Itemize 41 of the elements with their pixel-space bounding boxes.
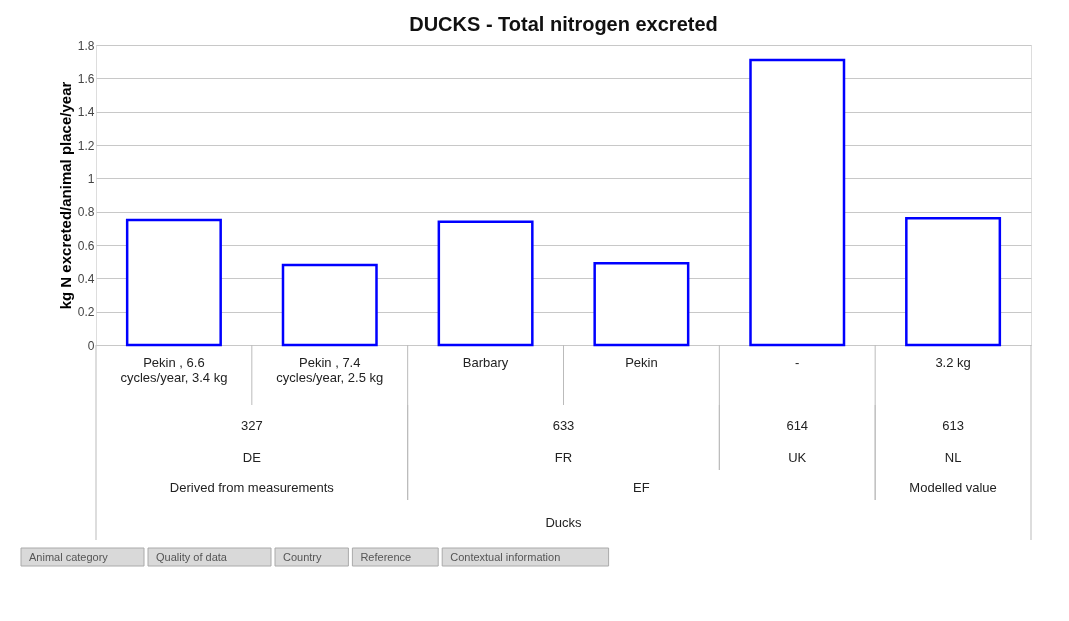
text: NL bbox=[944, 450, 962, 465]
chart-title: DUCKS - Total nitrogen excreted bbox=[409, 13, 718, 35]
text: 614 bbox=[786, 417, 809, 433]
bar bbox=[593, 262, 690, 347]
text: Contextual information bbox=[450, 551, 561, 563]
text: Ducks bbox=[545, 515, 583, 530]
text: 633 bbox=[552, 417, 575, 433]
y-tick-label: 1 bbox=[87, 171, 95, 186]
y-tick-label: 1.8 bbox=[77, 38, 95, 53]
text: 327 bbox=[240, 417, 263, 433]
x-tick-label: 3.2 kg bbox=[935, 355, 971, 370]
bar bbox=[125, 218, 222, 347]
text: Reference bbox=[360, 551, 412, 563]
bar bbox=[905, 217, 1002, 347]
y-tick-label: 0.8 bbox=[77, 205, 95, 220]
y-tick-label: 1.6 bbox=[77, 71, 95, 86]
text: Animal category bbox=[29, 551, 109, 563]
bar bbox=[281, 263, 378, 347]
x-tick-label: Pekin bbox=[625, 355, 658, 370]
y-tick-label: 1.4 bbox=[77, 105, 95, 120]
y-tick-label: 0.4 bbox=[77, 271, 95, 286]
bar bbox=[437, 220, 534, 347]
x-tick-label: - bbox=[795, 355, 800, 370]
text: EF bbox=[633, 480, 650, 495]
text: Quality of data bbox=[156, 551, 228, 563]
x-tick-label: Pekin , 6.6 cycles/year, 3.4 kg bbox=[120, 355, 228, 385]
text: Modelled value bbox=[909, 480, 997, 495]
text: UK bbox=[788, 450, 807, 465]
x-tick-label: Pekin , 7.4 cycles/year, 2.5 kg bbox=[276, 355, 384, 385]
text: FR bbox=[554, 450, 573, 465]
text: Derived from measurements bbox=[169, 480, 335, 495]
text: DE bbox=[242, 450, 262, 465]
y-tick-label: 1.2 bbox=[77, 138, 95, 153]
y-tick-label: 0.6 bbox=[77, 238, 95, 253]
x-tick-label: Barbary bbox=[462, 355, 509, 370]
y-tick-label: 0.2 bbox=[77, 305, 95, 320]
text: Country bbox=[283, 551, 323, 563]
y-axis-title: kg N excreted/animal place/year bbox=[56, 81, 74, 310]
y-tick-label: 0 bbox=[87, 338, 95, 353]
bar bbox=[749, 58, 846, 347]
text: 613 bbox=[942, 417, 964, 433]
